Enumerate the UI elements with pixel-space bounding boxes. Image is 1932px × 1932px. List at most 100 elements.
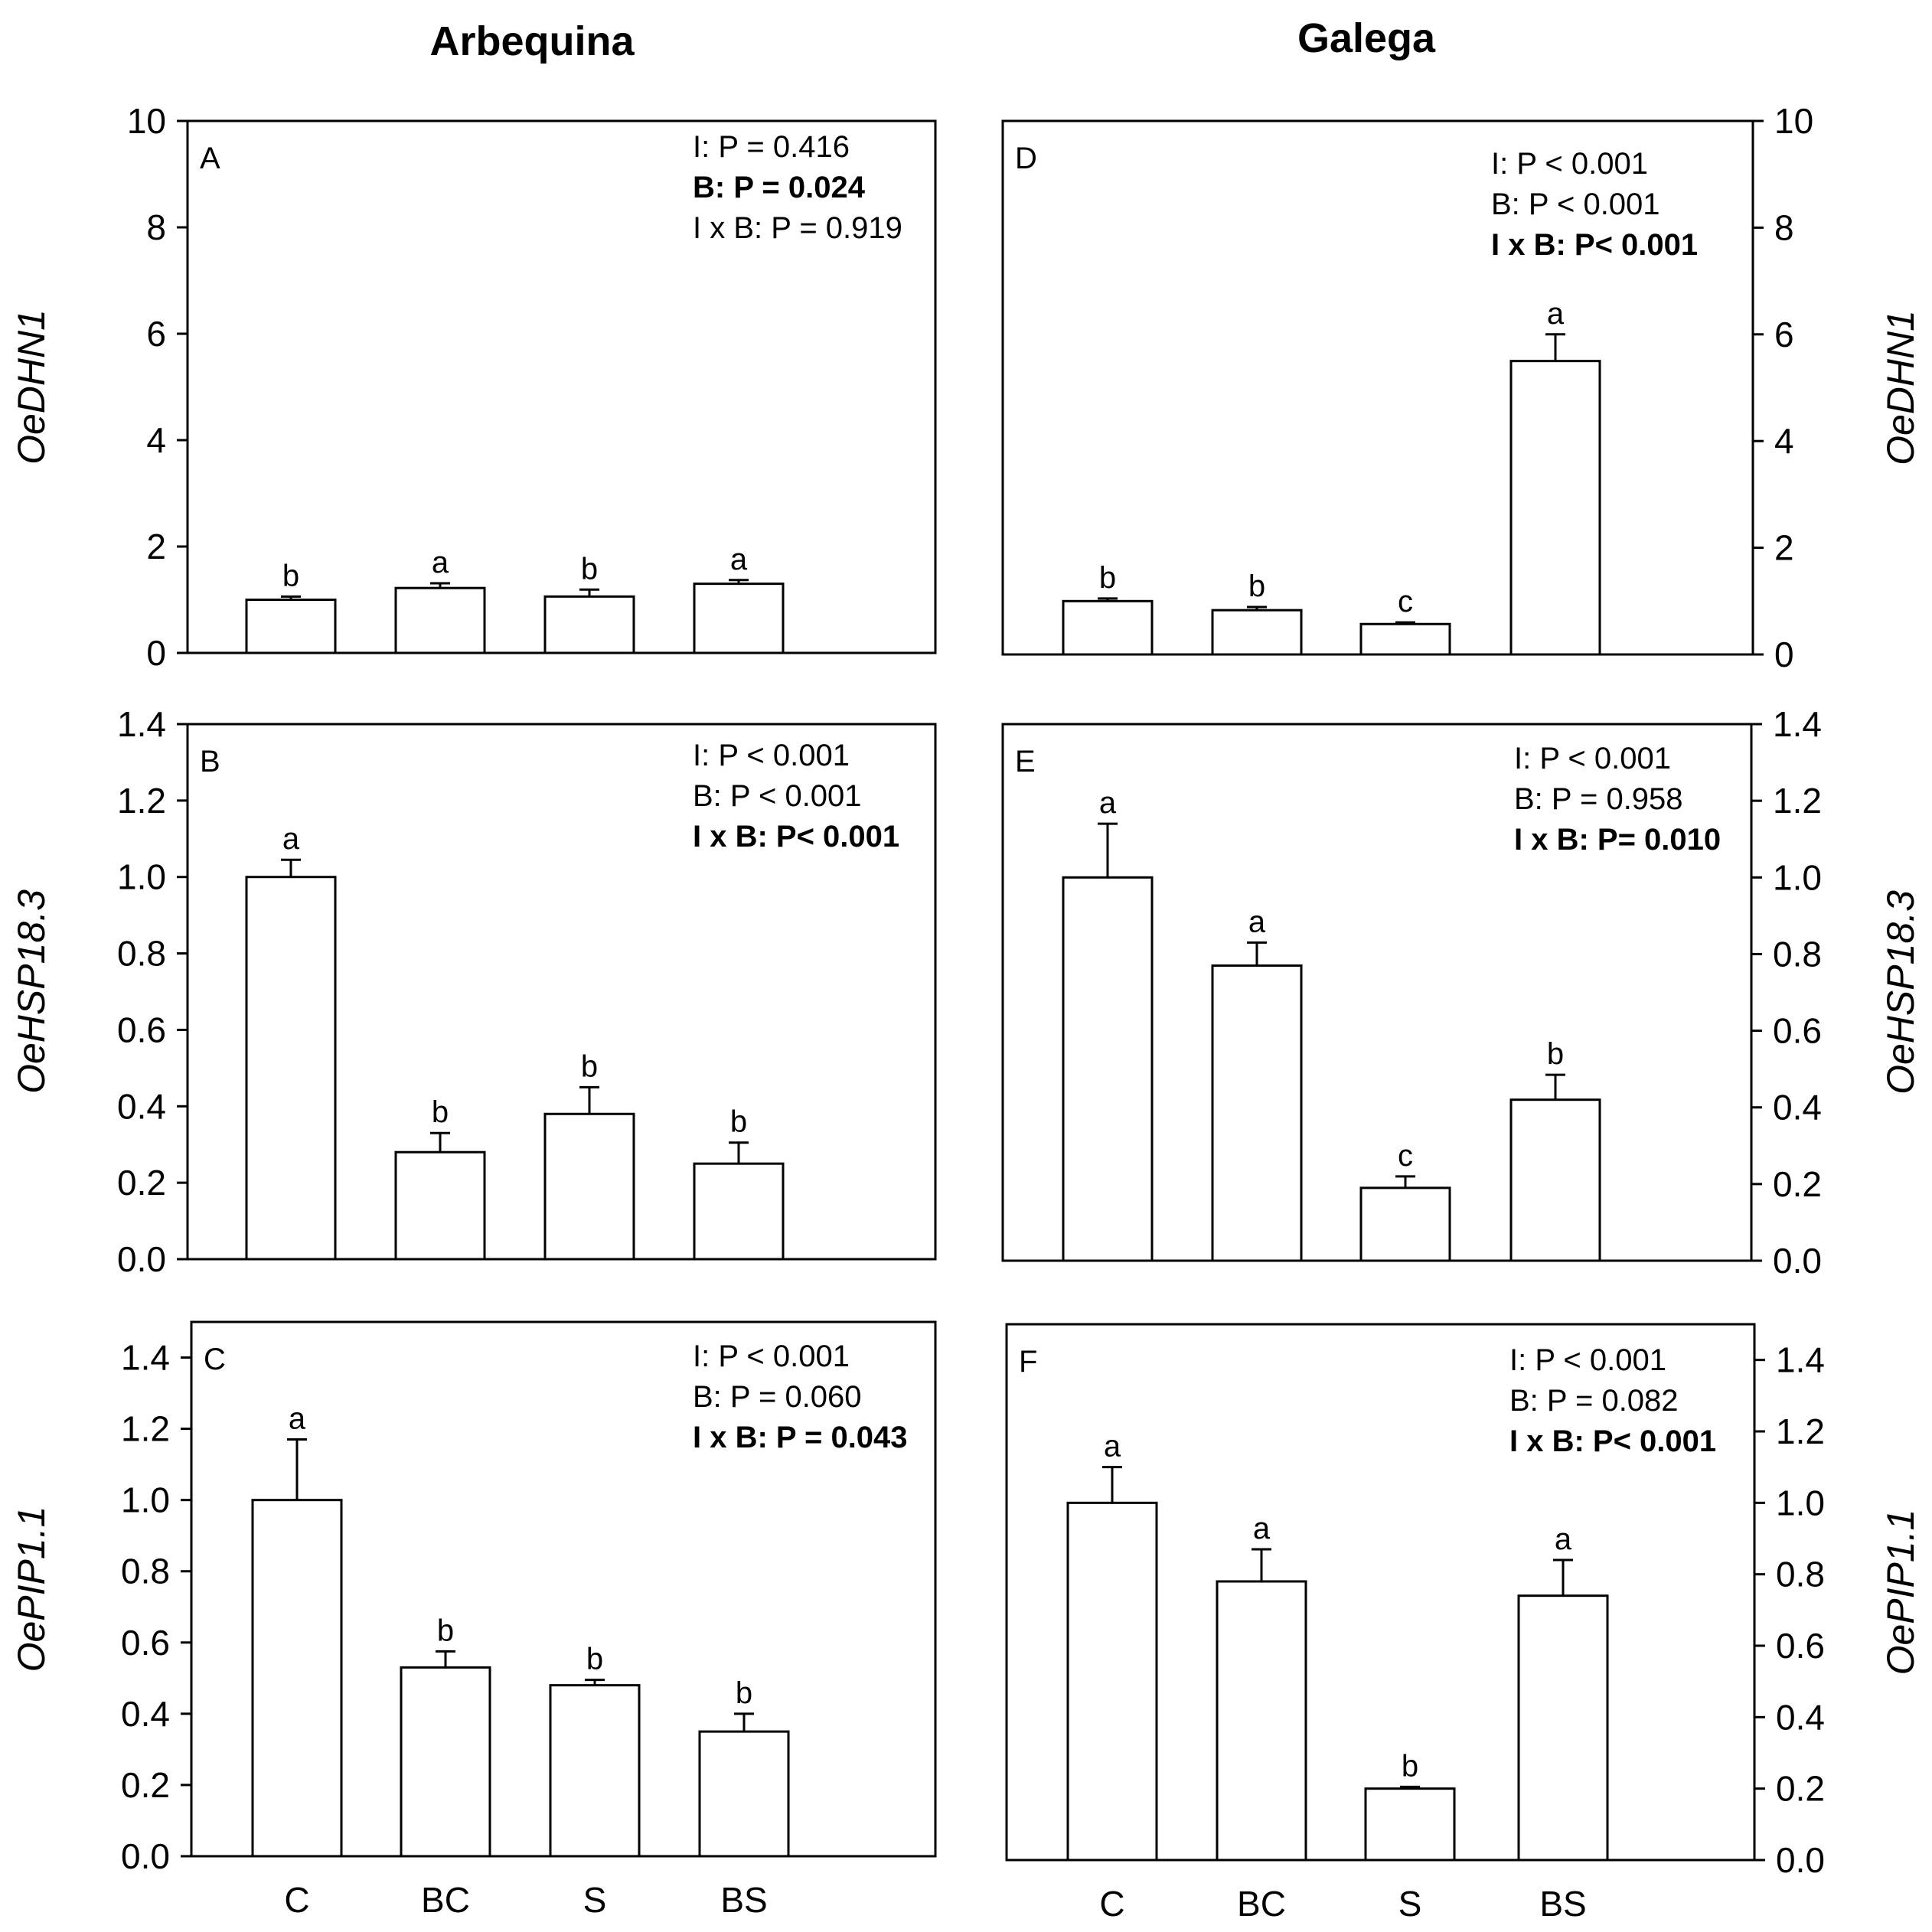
- stat-line: I x B: P = 0.919: [693, 211, 902, 245]
- significance-letter: a: [1099, 786, 1117, 820]
- bar-c: [1066, 1501, 1158, 1862]
- significance-letter: b: [1402, 1749, 1418, 1783]
- bar-c: [245, 876, 337, 1261]
- significance-letter: a: [432, 546, 449, 579]
- y-tick-label: 1.0: [121, 1480, 170, 1520]
- y-tick-label: 0.0: [117, 1239, 166, 1279]
- y-tick-label: 0.8: [121, 1552, 170, 1591]
- significance-letter: a: [1547, 297, 1565, 331]
- column-title-galega: Galega: [1297, 15, 1436, 61]
- bar-bs: [698, 1730, 790, 1858]
- stat-line: I: P < 0.001: [1509, 1343, 1666, 1377]
- bar-c: [245, 599, 337, 654]
- panel-c: 0.0 0.2 0.4 0.6 0.8 1.0 1.2 1.4 OePIP1.1 C I: P < …: [10, 1320, 937, 1920]
- significance-letter: b: [282, 559, 299, 592]
- y-tick-label: 0: [1774, 635, 1794, 674]
- panel-a: 0 2 4 6 8 10 OeDHN1 A I: P = 0.416 B: P = 0.024 I …: [10, 101, 937, 673]
- bar-s: [549, 1684, 641, 1858]
- y-tick-label: 1.0: [117, 857, 166, 897]
- y-axis-label: OeDHN1: [10, 309, 53, 465]
- x-category-label: S: [1398, 1884, 1422, 1924]
- y-tick-label: 1.4: [121, 1338, 170, 1378]
- stat-line: B: P = 0.958: [1514, 782, 1683, 816]
- y-tick-label: 1.2: [117, 781, 166, 821]
- bar-s: [543, 595, 635, 654]
- y-tick-label: 0.6: [1773, 1011, 1822, 1051]
- stat-line: I: P < 0.001: [1491, 147, 1648, 181]
- y-tick-label: 1.2: [1776, 1411, 1825, 1451]
- stat-line: B: P = 0.060: [693, 1380, 862, 1414]
- bar-s: [1359, 1186, 1451, 1262]
- y-tick-label: 1.4: [117, 704, 166, 744]
- y-tick-label: 4: [1774, 421, 1794, 461]
- bar-bc: [400, 1666, 491, 1858]
- significance-letter: a: [1104, 1430, 1121, 1464]
- stat-line: I x B: P< 0.001: [1509, 1425, 1716, 1458]
- y-tick-label: 0.4: [1773, 1088, 1822, 1128]
- y-tick-label: 1.4: [1776, 1340, 1825, 1380]
- y-tick-label: 0.0: [1773, 1241, 1822, 1281]
- significance-letter: b: [432, 1095, 449, 1129]
- x-category-label: C: [284, 1880, 309, 1920]
- y-tick-label: 6: [1774, 315, 1794, 354]
- y-tick-label: 0.2: [1776, 1769, 1825, 1809]
- y-axis-label: OePIP1.1: [1879, 1509, 1922, 1676]
- panel-f: 0.0 0.2 0.4 0.6 0.8 1.0 1.2 1.4 OePIP1.1 F I: P < …: [1005, 1323, 1922, 1924]
- stat-line: I: P < 0.001: [693, 739, 850, 772]
- bar-bs: [693, 1162, 785, 1261]
- x-category-label: BS: [720, 1880, 767, 1920]
- x-category-label: BC: [421, 1880, 470, 1920]
- y-tick-label: 0.2: [1773, 1164, 1822, 1204]
- bar-bs: [1509, 1098, 1601, 1262]
- y-tick-label: 0.8: [1776, 1555, 1825, 1594]
- significance-letter: c: [1398, 1139, 1413, 1173]
- panel-label: E: [1015, 745, 1036, 778]
- y-tick-label: 10: [1774, 101, 1813, 141]
- significance-letter: a: [1248, 905, 1266, 938]
- significance-letter: a: [1555, 1522, 1572, 1556]
- y-tick-label: 8: [146, 207, 166, 247]
- panel-d: 0 2 4 6 8 10 OeDHN1 D I: P < 0.001 B: P < 0.001 I …: [1001, 101, 1922, 674]
- bar-bc: [394, 1150, 486, 1261]
- significance-letter: b: [730, 1105, 747, 1139]
- significance-letter: b: [586, 1643, 603, 1676]
- y-tick-label: 4: [146, 420, 166, 460]
- y-tick-label: 1.2: [1773, 781, 1822, 821]
- bar-c: [251, 1499, 343, 1858]
- column-title-arbequina: Arbequina: [429, 18, 635, 64]
- panel-label: C: [204, 1343, 226, 1376]
- bar-bc: [1216, 1580, 1307, 1862]
- y-tick-label: 0.6: [121, 1623, 170, 1663]
- significance-letter: a: [730, 543, 748, 576]
- x-category-label: S: [583, 1880, 607, 1920]
- significance-letter: b: [581, 1049, 598, 1083]
- significance-letter: c: [1398, 585, 1413, 618]
- stat-line: B: P < 0.001: [1491, 188, 1660, 221]
- stat-line: I x B: P< 0.001: [1491, 228, 1698, 262]
- y-tick-label: 0.8: [1773, 934, 1822, 974]
- y-tick-label: 6: [146, 314, 166, 354]
- significance-letter: b: [736, 1676, 752, 1710]
- stat-line: I x B: P< 0.001: [693, 820, 899, 853]
- panel-e: 0.0 0.2 0.4 0.6 0.8 1.0 1.2 1.4 OeHSP18.3 E I: P <…: [1001, 704, 1922, 1281]
- stat-line: B: P = 0.082: [1509, 1384, 1679, 1418]
- bar-s: [1359, 622, 1451, 656]
- bar-bc: [1211, 964, 1303, 1262]
- stat-line: B: P = 0.024: [693, 171, 866, 204]
- y-axis-label: OeHSP18.3: [1879, 890, 1922, 1095]
- panel-label: A: [200, 142, 220, 175]
- stat-line: B: P < 0.001: [693, 779, 862, 813]
- bar-s: [1364, 1787, 1456, 1862]
- significance-letter: b: [437, 1614, 454, 1647]
- y-tick-label: 1.2: [121, 1409, 170, 1449]
- significance-letter: b: [1547, 1037, 1564, 1071]
- y-tick-label: 0.4: [117, 1086, 166, 1126]
- y-tick-label: 1.0: [1776, 1483, 1825, 1522]
- y-tick-label: 0.8: [117, 934, 166, 974]
- bar-bc: [1211, 609, 1303, 656]
- significance-letter: a: [1253, 1512, 1271, 1545]
- panel-label: F: [1019, 1345, 1037, 1379]
- y-tick-label: 0.2: [121, 1765, 170, 1805]
- significance-letter: a: [289, 1402, 306, 1436]
- y-tick-label: 10: [127, 101, 166, 141]
